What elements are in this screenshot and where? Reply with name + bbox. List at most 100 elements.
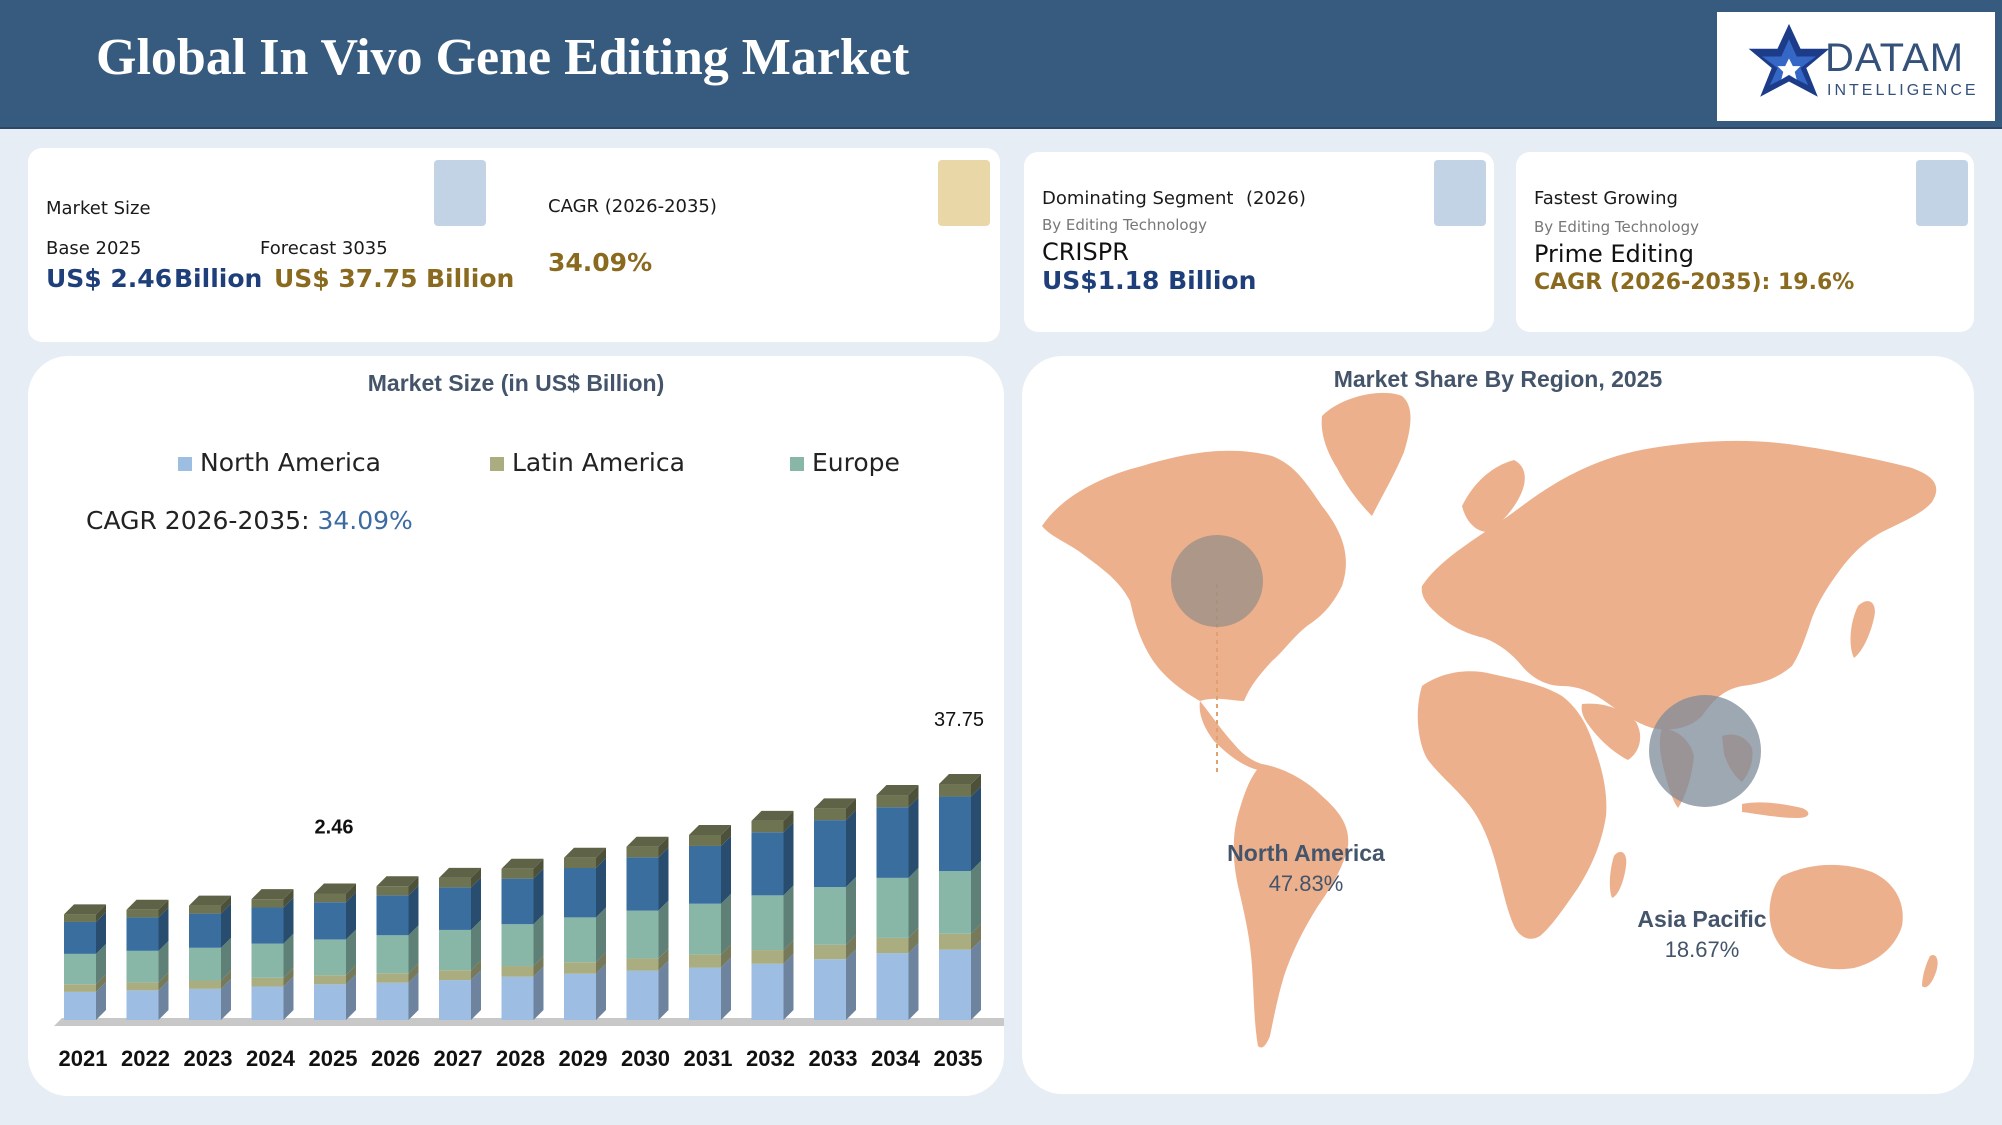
bar-s2-2030	[626, 958, 659, 971]
x-tick-2035: 2035	[934, 1046, 983, 1071]
bar-s5-2023	[189, 905, 221, 914]
bar-side-s2-2023	[221, 970, 231, 989]
base-unit: Billion	[174, 264, 263, 293]
dominating-value: US$1.18 Billion	[1042, 266, 1257, 295]
bar-side-s5-2021	[96, 904, 106, 922]
bar-s2-2021	[64, 984, 96, 992]
bar-s3-2034	[876, 877, 909, 938]
legend-label-north-america: North America	[200, 448, 381, 477]
bar-s4-2033	[814, 820, 846, 887]
bar-side-s4-2025	[346, 892, 356, 940]
bar-s5-2029	[564, 857, 596, 868]
fastest-square	[1916, 160, 1968, 226]
market-size-panel: Market Size (in US$ Billion) North Ameri…	[28, 356, 1004, 1096]
bar-s3-2033	[814, 887, 846, 945]
bar-side-s4-2033	[846, 810, 856, 887]
bar-s1-2029	[564, 973, 596, 1020]
cagr-annotation-value: 34.09%	[317, 506, 413, 535]
bar-s2-2033	[814, 944, 846, 960]
bar-side-s3-2031	[721, 893, 731, 955]
bar-side-s1-2026	[408, 972, 419, 1020]
world-map-land	[1042, 392, 1938, 1048]
bar-s2-2029	[564, 962, 596, 974]
x-tick-2027: 2027	[434, 1046, 483, 1071]
bar-side-s3-2026	[408, 925, 419, 974]
fastest-value: CAGR (2026-2035): 19.6%	[1534, 270, 1855, 295]
bar-top-2022	[126, 899, 169, 910]
bar-side-s1-2032	[783, 953, 794, 1020]
page-title: Global In Vivo Gene Editing Market	[96, 29, 910, 86]
north-america-bubble	[1171, 535, 1263, 627]
bar-side-s5-2027	[471, 867, 481, 888]
x-tick-2033: 2033	[809, 1046, 858, 1071]
market-size-label: Market Size	[46, 198, 151, 219]
north-america-value: 47.83%	[1269, 871, 1344, 896]
bar-s3-2030	[626, 910, 659, 959]
x-tick-2029: 2029	[559, 1046, 608, 1071]
bar-s1-2034	[876, 953, 909, 1020]
bar-s5-2034	[876, 795, 909, 808]
bar-s2-2031	[689, 954, 721, 968]
bar-top-2024	[251, 889, 294, 900]
bar-side-s2-2027	[471, 960, 481, 981]
data-label-2025: 2.46	[315, 816, 354, 838]
bar-s2-2035	[939, 933, 971, 950]
bar-side-s2-2029	[596, 952, 606, 974]
bar-side-s2-2026	[408, 963, 419, 983]
bar-s3-2022	[126, 950, 159, 983]
legend-latin-america: Latin America	[490, 448, 685, 477]
dominating-sub: By Editing Technology	[1042, 216, 1207, 234]
x-tick-2032: 2032	[746, 1046, 795, 1071]
bar-side-s3-2025	[346, 929, 356, 976]
x-tick-2026: 2026	[371, 1046, 420, 1071]
bar-s4-2035	[939, 796, 971, 872]
legend-swatch-latin-america	[490, 457, 504, 471]
x-tick-2023: 2023	[184, 1046, 233, 1071]
bar-side-s2-2030	[658, 948, 669, 971]
bar-side-s5-2026	[408, 876, 419, 896]
bar-side-s4-2031	[721, 835, 731, 904]
dominating-year: (2026)	[1246, 188, 1306, 209]
legend-label-europe: Europe	[812, 448, 900, 477]
bar-top-2027	[439, 867, 481, 878]
x-tick-2034: 2034	[871, 1046, 921, 1071]
bar-side-s3-2034	[908, 867, 919, 938]
market-size-card: Market Size Base 2025 Forecast 3035 US$ …	[28, 148, 1000, 342]
bar-s1-2022	[126, 990, 159, 1020]
bar-side-s2-2028	[533, 956, 544, 977]
bar-side-s4-2026	[408, 885, 419, 936]
asia-pacific-bubble	[1649, 695, 1761, 807]
bar-side-s4-2024	[283, 897, 294, 944]
bar-s4-2031	[689, 845, 721, 904]
bar-s5-2028	[501, 868, 534, 879]
bar-side-s3-2027	[471, 919, 481, 971]
bar-s4-2024	[251, 907, 284, 944]
bar-side-s3-2022	[158, 940, 169, 983]
bar-side-s3-2029	[596, 907, 606, 963]
logo: DATAM INTELLIGENCE	[1717, 12, 1995, 121]
bar-s3-2032	[751, 895, 784, 951]
bar-side-s5-2028	[533, 858, 544, 879]
map-title: Market Share By Region, 2025	[1333, 366, 1663, 392]
bar-s3-2035	[939, 871, 971, 934]
bar-side-s3-2028	[533, 914, 544, 967]
bar-s5-2022	[126, 909, 159, 918]
bar-side-s1-2027	[471, 970, 481, 1020]
cagr-annotation: CAGR 2026-2035: 34.09%	[86, 506, 413, 535]
bar-s3-2026	[376, 935, 409, 974]
bar-s2-2024	[251, 977, 284, 987]
bar-s5-2031	[689, 834, 721, 846]
bar-s5-2025	[314, 893, 346, 903]
bar-s4-2029	[564, 868, 596, 918]
dominating-label: Dominating Segment	[1042, 188, 1234, 209]
asia-pacific-value: 18.67%	[1665, 937, 1740, 962]
bar-top-2029	[564, 847, 606, 858]
bar-s1-2030	[626, 970, 659, 1020]
cagr-square	[938, 160, 990, 226]
bar-s2-2025	[314, 975, 346, 985]
bar-s1-2035	[939, 949, 971, 1020]
forecast-value: US$ 37.75	[274, 264, 418, 293]
bar-s2-2034	[876, 937, 909, 954]
bar-side-s1-2023	[221, 978, 231, 1020]
forecast-unit: Billion	[426, 264, 515, 293]
